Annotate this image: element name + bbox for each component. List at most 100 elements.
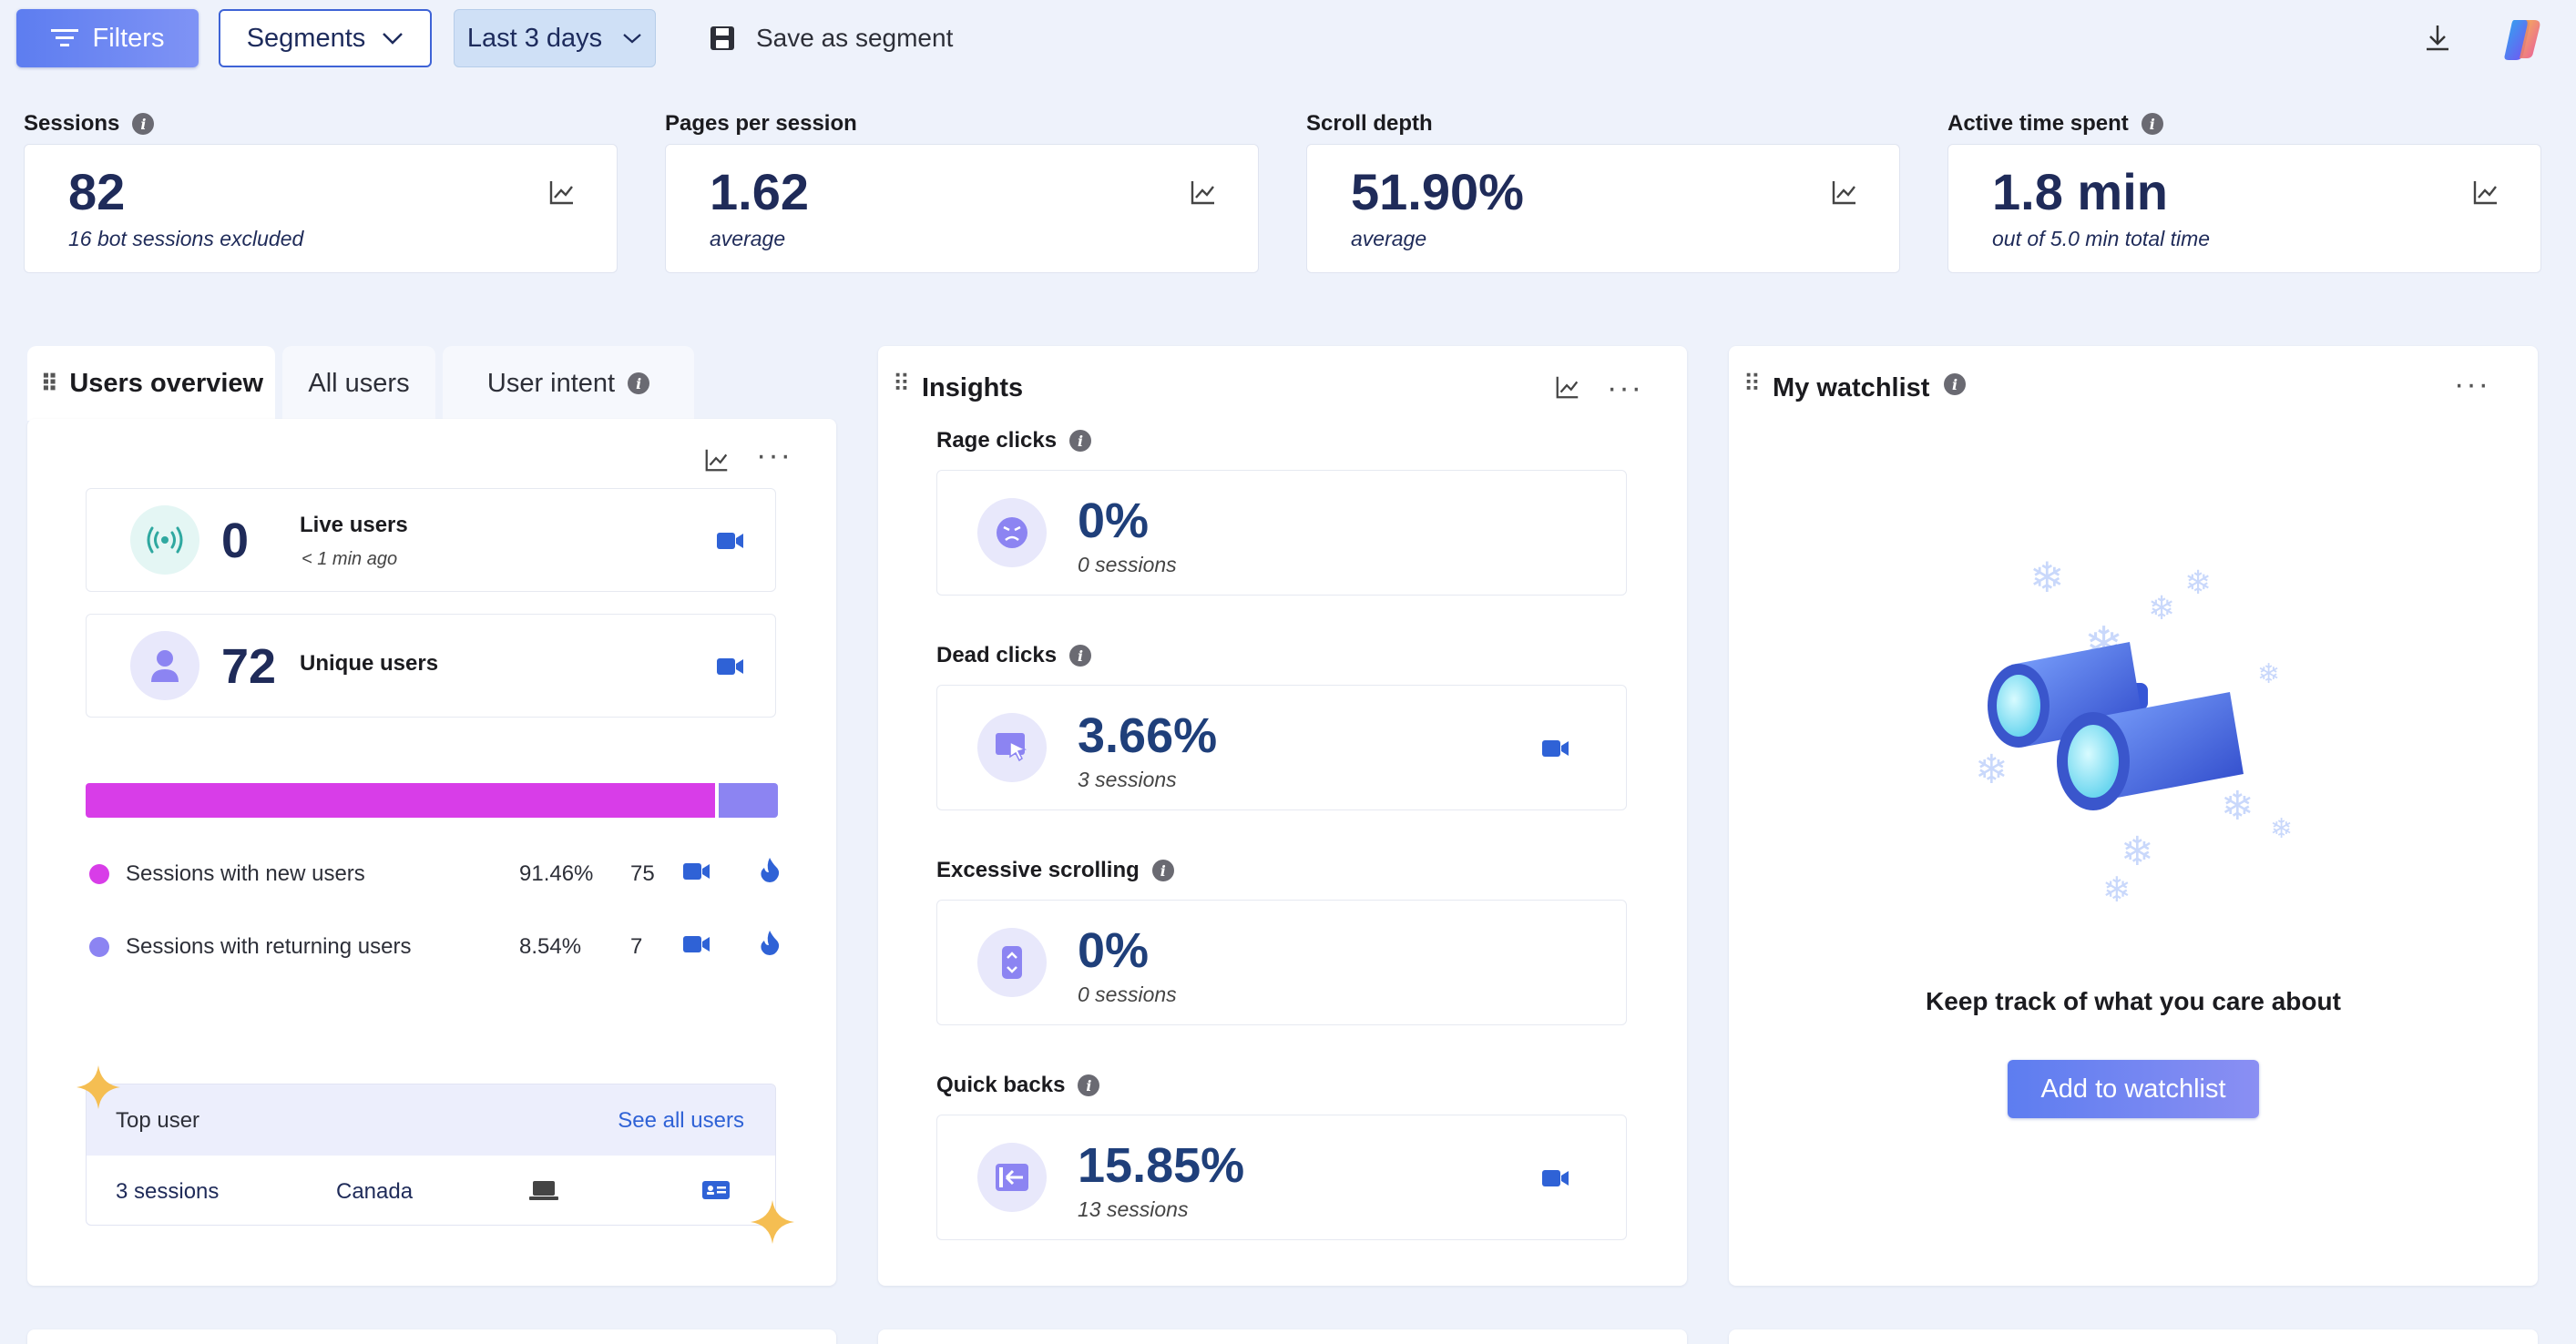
- trend-chart-icon[interactable]: [1554, 373, 1581, 401]
- add-to-watchlist-button[interactable]: Add to watchlist: [2008, 1060, 2259, 1118]
- tab-label: Users overview: [69, 368, 264, 398]
- rage-clicks-label: Rage clicks i: [936, 428, 1092, 453]
- video-recording-icon[interactable]: [1542, 1168, 1569, 1188]
- video-recording-icon[interactable]: [683, 934, 710, 954]
- legend-count: 7: [630, 934, 643, 959]
- rage-clicks-card[interactable]: 0% 0 sessions: [936, 470, 1627, 596]
- download-icon[interactable]: [2421, 22, 2454, 55]
- scroll-icon: [977, 928, 1047, 997]
- drag-handle-icon[interactable]: ⠿: [40, 369, 58, 397]
- info-icon[interactable]: i: [1069, 645, 1092, 667]
- live-users-timestamp: < 1 min ago: [302, 549, 398, 569]
- filters-button[interactable]: Filters: [16, 9, 199, 67]
- filters-label: Filters: [92, 23, 165, 53]
- video-recording-icon[interactable]: [1542, 738, 1569, 759]
- kpi-sessions: Sessions i 82 16 bot sessions excluded: [24, 107, 618, 273]
- trend-chart-icon[interactable]: [1830, 178, 1859, 207]
- unique-users-card: 72 Unique users: [86, 614, 776, 718]
- legend-label: Sessions with returning users: [126, 934, 412, 959]
- dead-click-icon: [977, 713, 1047, 782]
- kpi-subtext: out of 5.0 min total time: [1992, 227, 2211, 250]
- save-segment-label: Save as segment: [756, 24, 954, 52]
- tab-label: All users: [308, 368, 410, 398]
- legend-dot: [89, 864, 109, 884]
- heatmap-flame-icon[interactable]: [758, 856, 782, 883]
- see-all-users-link[interactable]: See all users: [618, 1108, 744, 1133]
- kpi-label-text: Active time spent: [1947, 111, 2129, 136]
- info-icon[interactable]: i: [1069, 430, 1092, 452]
- tab-users-overview[interactable]: ⠿ Users overview: [27, 346, 275, 421]
- kpi-value: 51.90%: [1351, 163, 1524, 220]
- top-user-sessions[interactable]: 3 sessions: [116, 1179, 220, 1204]
- save-segment-button[interactable]: Save as segment: [709, 9, 953, 67]
- binoculars-illustration: ❄ ❄ ❄ ❄ ❄ ❄ ❄ ❄ ❄ ❄: [1975, 555, 2293, 910]
- quick-back-icon: [977, 1143, 1047, 1212]
- top-user-title: Top user: [116, 1108, 200, 1133]
- info-icon[interactable]: i: [1078, 1074, 1100, 1096]
- returning-users-bar-segment[interactable]: [719, 783, 778, 818]
- broadcast-icon: [130, 505, 199, 575]
- info-icon[interactable]: i: [132, 113, 155, 135]
- drag-handle-icon[interactable]: ⠿: [1743, 370, 1761, 397]
- angry-face-icon: [977, 498, 1047, 567]
- svg-text:❄: ❄: [2221, 784, 2254, 829]
- kpi-value: 1.62: [710, 163, 809, 220]
- quick-backs-card[interactable]: 15.85% 13 sessions: [936, 1115, 1627, 1240]
- tab-user-intent[interactable]: User intent i: [443, 346, 694, 421]
- insight-sessions: 0 sessions: [1078, 553, 1177, 576]
- date-range-label: Last 3 days: [466, 23, 603, 53]
- more-options-icon[interactable]: ···: [1607, 371, 1643, 405]
- dead-clicks-label: Dead clicks i: [936, 643, 1092, 668]
- svg-text:❄: ❄: [2121, 830, 2154, 874]
- svg-text:❄: ❄: [2184, 564, 2212, 601]
- live-users-card: 0 Live users < 1 min ago: [86, 488, 776, 592]
- kpi-card: 51.90% average: [1306, 144, 1900, 273]
- unique-users-label: Unique users: [300, 651, 439, 676]
- bottom-panel-middle: [878, 1329, 1687, 1344]
- top-user-card: Top user See all users 3 sessions Canada: [86, 1084, 776, 1226]
- dead-clicks-card[interactable]: 3.66% 3 sessions: [936, 685, 1627, 810]
- video-recording-icon[interactable]: [717, 531, 744, 551]
- contact-card-icon[interactable]: [702, 1179, 730, 1201]
- info-icon[interactable]: i: [628, 372, 650, 394]
- info-icon[interactable]: i: [1944, 373, 1966, 395]
- kpi-card: 1.8 min out of 5.0 min total time: [1947, 144, 2541, 273]
- drag-handle-icon[interactable]: ⠿: [893, 370, 910, 397]
- video-recording-icon[interactable]: [717, 657, 744, 677]
- users-overview-panel: ··· 0 Live users < 1 min ago 72 Unique u…: [27, 419, 836, 1286]
- kpi-label-text: Pages per session: [665, 111, 857, 136]
- kpi-value: 82: [68, 163, 126, 220]
- heatmap-flame-icon[interactable]: [758, 929, 782, 956]
- segments-dropdown[interactable]: Segments: [219, 9, 432, 67]
- bottom-panel-left: [27, 1329, 836, 1344]
- bottom-panel-right: [1729, 1329, 2538, 1344]
- insight-label-text: Excessive scrolling: [936, 858, 1140, 882]
- date-range-dropdown[interactable]: Last 3 days: [454, 9, 656, 67]
- kpi-label: Pages per session: [665, 107, 1259, 140]
- legend-row-returning-users: Sessions with returning users 8.54% 7: [89, 929, 782, 965]
- new-users-bar-segment[interactable]: [86, 783, 715, 818]
- info-icon[interactable]: i: [2141, 113, 2163, 135]
- trend-chart-icon[interactable]: [1189, 178, 1218, 207]
- copilot-icon[interactable]: [2499, 15, 2549, 64]
- more-options-icon[interactable]: ···: [756, 438, 792, 473]
- info-icon[interactable]: i: [1151, 860, 1174, 881]
- kpi-label: Active time spent i: [1947, 107, 2541, 140]
- kpi-value: 1.8 min: [1992, 163, 2168, 220]
- chevron-down-icon: [383, 33, 404, 45]
- legend-percent: 91.46%: [519, 861, 594, 886]
- insight-sessions: 0 sessions: [1078, 983, 1177, 1006]
- insight-label-text: Quick backs: [936, 1073, 1066, 1097]
- trend-chart-icon[interactable]: [2471, 178, 2500, 207]
- excessive-scrolling-card[interactable]: 0% 0 sessions: [936, 900, 1627, 1025]
- top-user-country: Canada: [336, 1179, 414, 1204]
- more-options-icon[interactable]: ···: [2454, 367, 2490, 402]
- video-recording-icon[interactable]: [683, 861, 710, 881]
- tab-all-users[interactable]: All users: [282, 346, 435, 421]
- save-icon: [710, 26, 734, 50]
- kpi-card: 1.62 average: [665, 144, 1259, 273]
- trend-chart-icon[interactable]: [703, 446, 731, 473]
- person-icon: [130, 631, 199, 700]
- insight-label-text: Dead clicks: [936, 643, 1058, 667]
- trend-chart-icon[interactable]: [547, 178, 577, 207]
